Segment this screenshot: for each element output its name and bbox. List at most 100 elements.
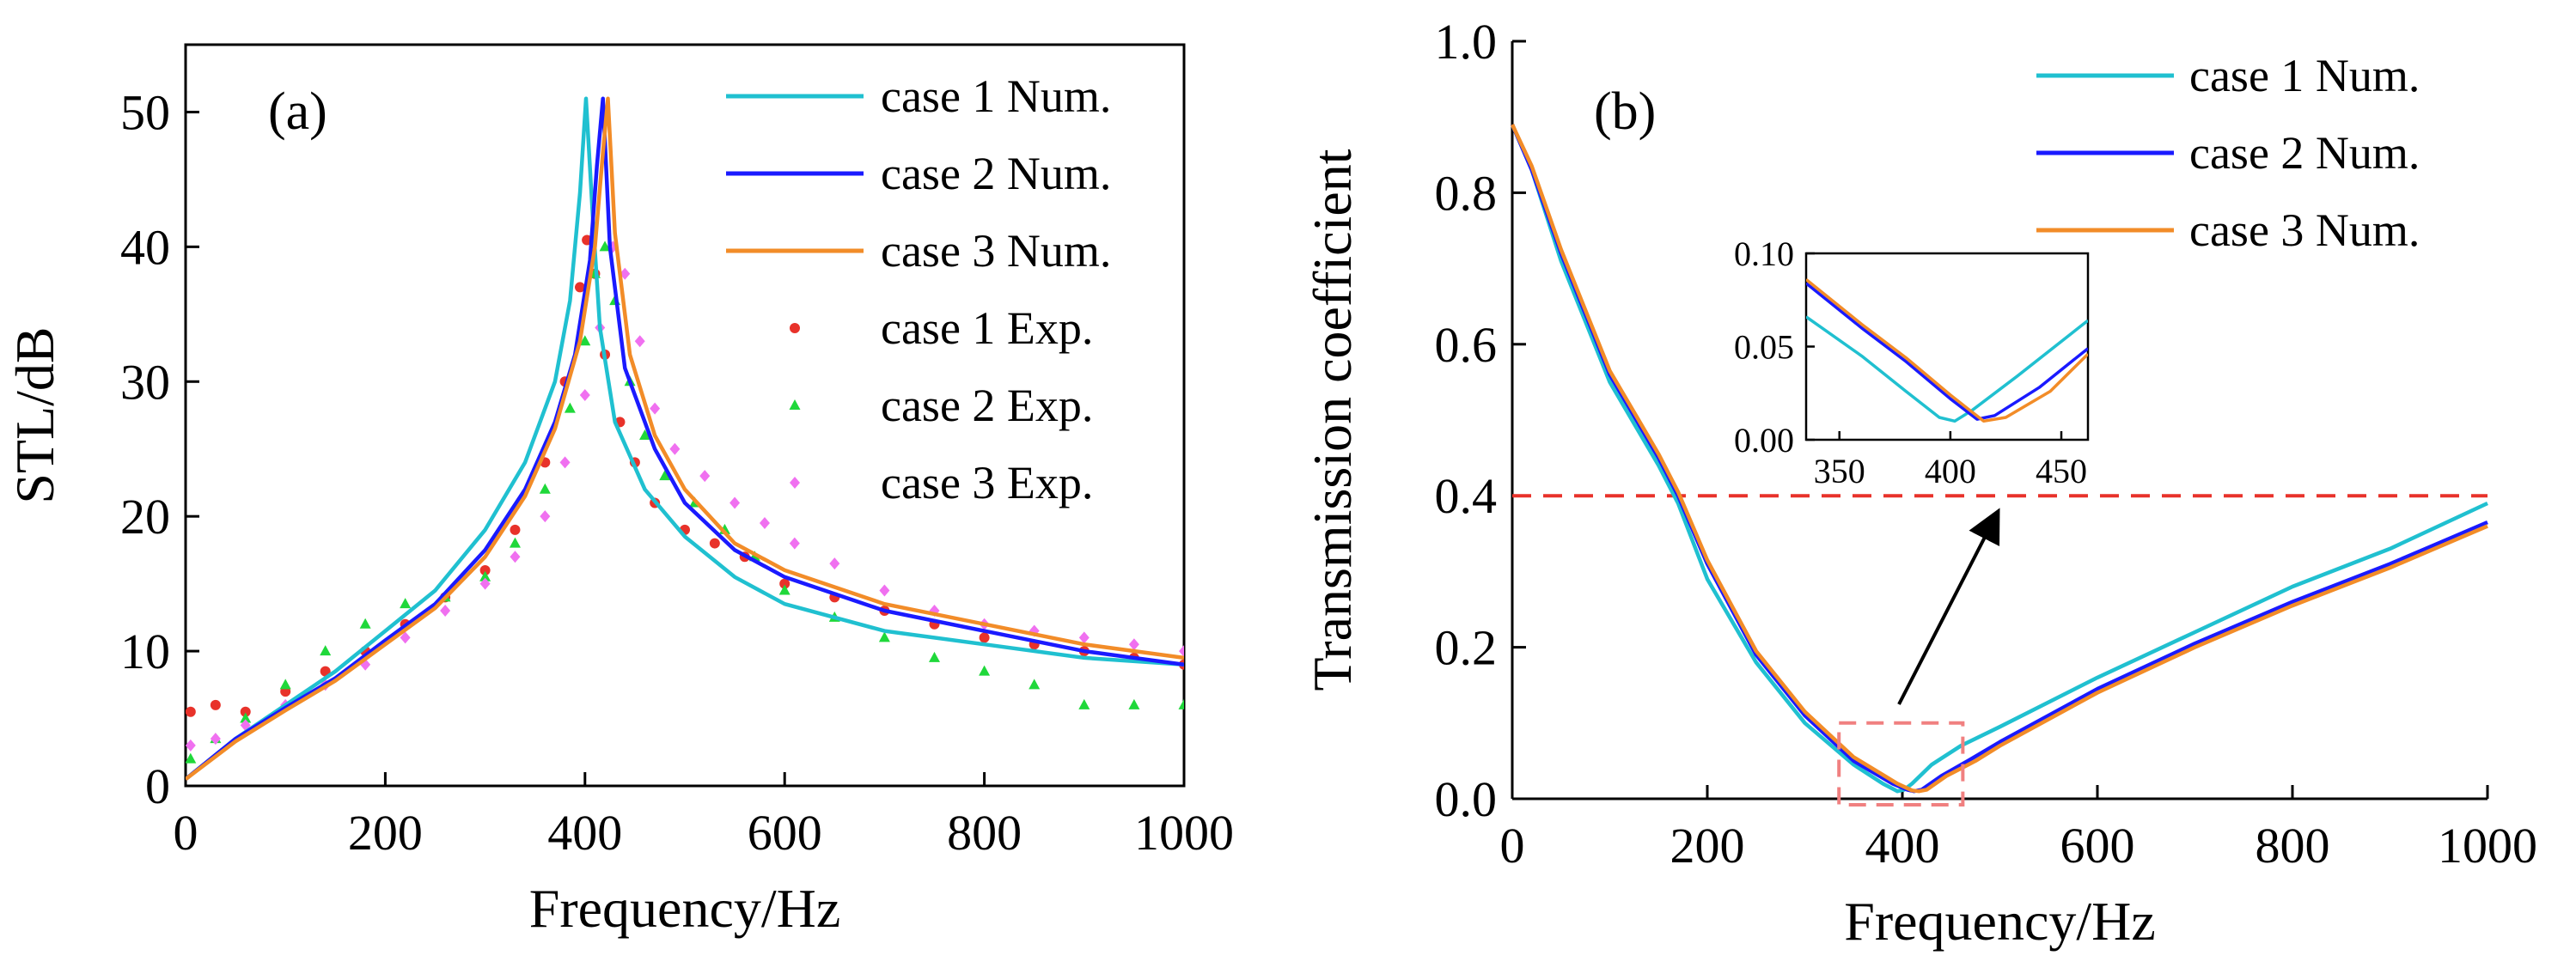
data-point-case-3-exp	[400, 631, 411, 644]
inset-y-tick-label: 0.00	[1734, 421, 1794, 460]
legend-label-case-2-num: case 2 Num.	[881, 148, 1111, 199]
data-point-case-2-exp	[659, 470, 671, 481]
data-point-case-2-exp	[599, 240, 611, 252]
y-tick-label-a: 0	[145, 758, 170, 814]
x-tick-label-a: 600	[748, 805, 822, 861]
data-point-case-3-exp	[650, 402, 661, 415]
y-tick-label-b: 0.6	[1435, 317, 1498, 373]
y-tick-label-a: 20	[120, 489, 170, 545]
data-point-case-2-exp	[1029, 679, 1041, 690]
legend-marker-case-1-exp	[790, 323, 800, 333]
series-line-case-1-num	[1510, 124, 2488, 794]
x-tick-label-b: 1000	[2438, 818, 2537, 873]
chart-panel-b: 0 200 400 600 800 1000 0.0 0.2 0.4 0.6 0.8 1.0 Frequ…	[1302, 14, 2537, 952]
y-tick-label-a: 50	[120, 84, 170, 140]
x-tick-label-a: 200	[348, 805, 423, 861]
legend-label-case-2-exp: case 2 Exp.	[881, 380, 1093, 431]
inset-data-layer	[1806, 278, 2088, 423]
x-axis-label-b: Frequency/Hz	[1844, 891, 2156, 952]
data-point-case-3-exp	[669, 442, 681, 455]
data-point-case-3-exp	[879, 584, 890, 597]
data-point-case-1-exp	[210, 699, 221, 710]
legend-marker-case-3-exp	[790, 477, 800, 489]
panel-label-a: (a)	[268, 82, 327, 141]
y-tick-label-b: 1.0	[1435, 14, 1498, 70]
data-point-case-2-exp	[539, 483, 551, 494]
data-point-case-1-exp	[979, 632, 990, 643]
data-point-case-2-exp	[564, 402, 576, 413]
data-point-case-2-exp	[979, 665, 991, 676]
inset-frame	[1804, 252, 2090, 441]
data-point-case-3-exp	[579, 388, 590, 401]
series-line-case-2-num	[186, 96, 1184, 781]
data-point-case-2-exp	[1128, 698, 1140, 709]
data-point-case-3-exp	[789, 537, 800, 550]
data-point-case-1-exp	[709, 538, 720, 549]
data-point-case-3-exp	[559, 456, 571, 469]
data-point-case-3-exp	[540, 510, 551, 523]
y-tick-label-a: 10	[120, 624, 170, 679]
data-point-case-2-exp	[778, 584, 791, 595]
data-point-case-3-exp	[620, 267, 631, 280]
data-point-case-3-exp	[479, 577, 491, 590]
legend-label-case-1-exp: case 1 Exp.	[881, 302, 1093, 354]
data-point-case-2-exp	[400, 598, 412, 609]
data-point-case-2-exp	[240, 712, 252, 723]
plot-frame-a	[184, 43, 1186, 788]
data-layer-a	[186, 96, 1184, 781]
x-tick-label-a: 0	[174, 805, 198, 861]
data-point-case-2-exp	[359, 618, 371, 629]
data-point-case-2-exp	[186, 752, 197, 764]
data-point-case-1-exp	[510, 524, 521, 535]
y-tick-label-b: 0.4	[1435, 468, 1498, 524]
data-point-case-3-exp	[510, 551, 521, 563]
series-line-case-3-num	[186, 96, 1184, 781]
data-point-case-1-exp	[320, 666, 331, 677]
zoom-arrow	[1897, 508, 2000, 705]
data-point-case-2-exp	[279, 679, 291, 690]
highlight-box	[1837, 721, 1965, 807]
data-point-case-3-exp	[210, 733, 221, 746]
x-tick-label-a: 400	[547, 805, 622, 861]
x-tick-label-b: 800	[2256, 818, 2330, 873]
data-point-case-3-exp	[729, 496, 741, 509]
data-point-case-2-exp	[639, 429, 651, 441]
x-axis-label-a: Frequency/Hz	[529, 878, 841, 939]
data-point-case-2-exp	[878, 631, 890, 642]
data-point-case-2-exp	[509, 537, 521, 548]
inset-x-tick-label: 350	[1814, 452, 1865, 490]
legend-label-case-1-num: case 1 Num.	[881, 70, 1111, 122]
series-line-case-3-num	[1510, 124, 2488, 794]
data-point-case-2-exp	[479, 570, 491, 581]
inset-series-line-2	[1806, 282, 2088, 421]
x-tick-label-a: 1000	[1134, 805, 1234, 861]
x-tick-label-b: 400	[1865, 818, 1940, 873]
data-point-case-3-exp	[634, 335, 645, 348]
inset-x-tick-label: 400	[1925, 452, 1976, 490]
legend-label-b-case-3-num: case 3 Num.	[2189, 204, 2420, 256]
x-tick-label-b: 0	[1500, 818, 1525, 873]
data-point-case-3-exp	[186, 739, 196, 752]
legend-label-case-3-num: case 3 Num.	[881, 225, 1111, 277]
legend-label-case-3-exp: case 3 Exp.	[881, 457, 1093, 508]
data-point-case-2-exp	[929, 651, 940, 662]
inset-y-tick-label: 0.10	[1734, 234, 1794, 273]
legend-label-b-case-1-num: case 1 Num.	[2189, 50, 2420, 101]
chart-panel-a: 0 200 400 600 800 1000 0 10 20 30 40 50 Frequency/Hz…	[4, 43, 1234, 939]
x-tick-label-a: 800	[947, 805, 1022, 861]
legend-label-b-case-2-num: case 2 Num.	[2189, 127, 2420, 179]
data-point-case-2-exp	[320, 645, 332, 656]
y-tick-label-b: 0.8	[1435, 165, 1498, 221]
x-tick-label-b: 600	[2060, 818, 2135, 873]
series-line-case-1-num	[186, 96, 1184, 781]
y-tick-label-a: 40	[120, 219, 170, 275]
y-tick-label-b: 0.0	[1435, 771, 1498, 827]
x-tick-label-b: 200	[1670, 818, 1745, 873]
data-point-case-1-exp	[574, 282, 585, 293]
data-point-case-3-exp	[829, 557, 840, 570]
legend-marker-case-2-exp	[789, 399, 801, 410]
data-point-case-2-exp	[1178, 698, 1184, 709]
inset-y-tick-label: 0.05	[1734, 328, 1794, 367]
data-point-case-2-exp	[579, 335, 591, 346]
